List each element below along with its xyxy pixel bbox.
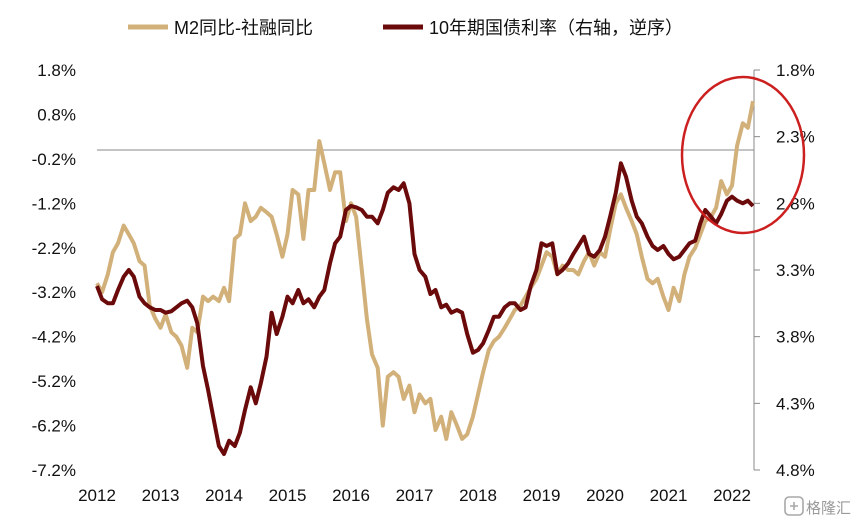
right-axis-tick-label: 4.8% <box>776 461 815 480</box>
x-axis-tick-label: 2020 <box>586 486 624 505</box>
legend-label-bond: 10年期国债利率（右轴，逆序） <box>429 18 683 38</box>
x-axis: 2012 2013 2014 2015 2016 2017 2018 2019 2020 2021… <box>78 486 751 505</box>
series-line-m2-minus-social-financing <box>95 100 755 441</box>
x-axis-tick-label: 2014 <box>205 486 243 505</box>
series-line-10y-bond-yield <box>95 161 755 456</box>
right-axis-tick-label: 2.3% <box>776 128 815 147</box>
left-axis-tick-label: 1.8% <box>37 61 76 80</box>
right-axis-tick-label: 1.8% <box>776 61 815 80</box>
watermark: 格隆汇 <box>784 496 851 517</box>
x-axis-tick-label: 2013 <box>142 486 180 505</box>
x-axis-tick-label: 2017 <box>396 486 434 505</box>
left-axis-tick-label: -5.2% <box>32 372 76 391</box>
x-axis-tick-label: 2022 <box>713 486 751 505</box>
left-axis-tick-label: -0.2% <box>32 150 76 169</box>
right-axis-tick-label: 3.3% <box>776 261 815 280</box>
left-axis-tick-label: -7.2% <box>32 461 76 480</box>
legend: M2同比-社融同比 10年期国债利率（右轴，逆序） <box>128 18 683 38</box>
x-axis-tick-label: 2015 <box>269 486 307 505</box>
watermark-text: 格隆汇 <box>806 500 851 517</box>
left-axis-tick-label: -6.2% <box>32 417 76 436</box>
x-axis-tick-label: 2018 <box>459 486 497 505</box>
gelonghui-logo-icon <box>784 496 804 516</box>
right-axis-tick-label: 3.8% <box>776 328 815 347</box>
left-axis: 1.8% 0.8% -0.2% -1.2% -2.2% -3.2% -4.2% -5.2% -6… <box>32 61 76 480</box>
x-axis-tick-label: 2016 <box>332 486 370 505</box>
x-axis-tick-label: 2019 <box>523 486 561 505</box>
left-axis-tick-label: -1.2% <box>32 194 76 213</box>
right-axis-tick-label: 2.8% <box>776 194 815 213</box>
x-axis-tick-label: 2021 <box>650 486 688 505</box>
x-axis-tick-label: 2012 <box>78 486 116 505</box>
highlight-ellipse <box>680 75 806 235</box>
left-axis-tick-label: -4.2% <box>32 328 76 347</box>
left-axis-tick-label: 0.8% <box>37 105 76 124</box>
right-axis-tick-label: 4.3% <box>776 394 815 413</box>
right-axis: 1.8% 2.3% 2.8% 3.3% 3.8% 4.3% 4.8% <box>754 61 815 480</box>
legend-label-m2: M2同比-社融同比 <box>174 18 313 38</box>
left-axis-tick-label: -2.2% <box>32 239 76 258</box>
left-axis-tick-label: -3.2% <box>32 283 76 302</box>
